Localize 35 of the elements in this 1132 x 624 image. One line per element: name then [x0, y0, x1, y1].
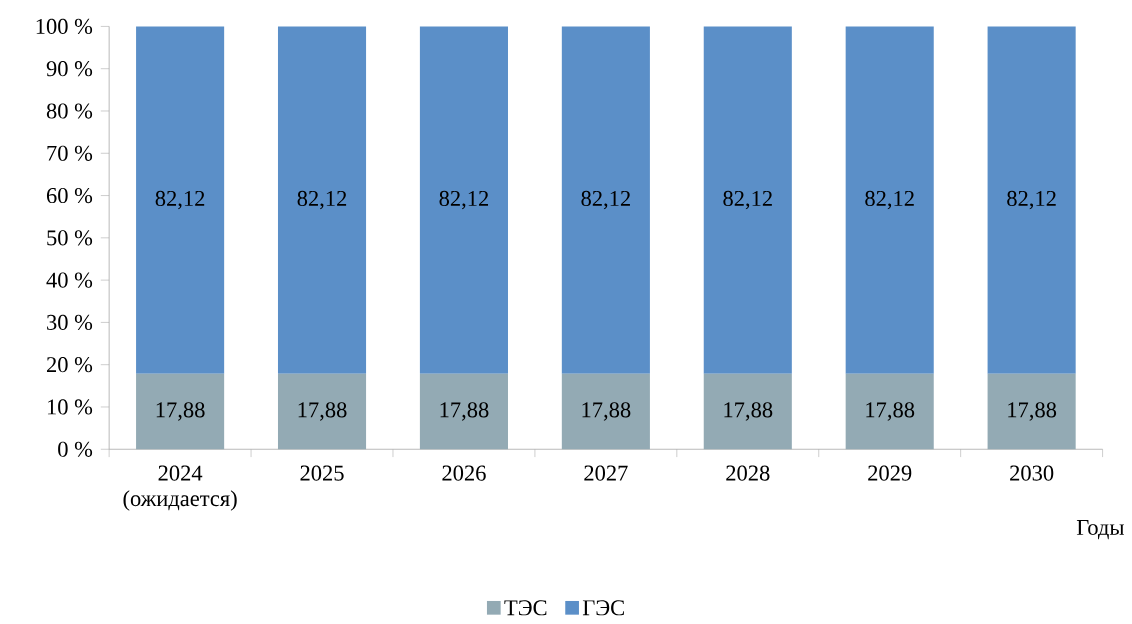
data-label: 82,12	[581, 190, 630, 210]
data-label: 82,12	[723, 190, 772, 210]
data-label: 17,88	[440, 402, 489, 421]
legend-label: ТЭС	[504, 600, 547, 616]
data-label: 17,88	[298, 402, 347, 421]
x-tick-label: 2027	[584, 465, 628, 481]
y-tick-label: 80 %	[46, 103, 93, 119]
y-tick-label: 100 %	[36, 18, 93, 34]
y-tick-label: 60 %	[46, 187, 93, 203]
data-label: 17,88	[156, 402, 205, 421]
data-label: 82,12	[865, 190, 914, 210]
x-axis-title: Годы	[1076, 519, 1124, 539]
data-label: 82,12	[155, 190, 205, 210]
x-tick-label: 2026	[442, 465, 486, 481]
data-label: 82,12	[439, 190, 489, 210]
y-tick-label: 30 %	[47, 314, 93, 330]
y-tick-label: 40 %	[46, 272, 93, 288]
data-label: 82,12	[297, 190, 347, 210]
data-label: 17,88	[582, 402, 631, 421]
data-label: 17,88	[1008, 402, 1057, 421]
data-label: 17,88	[866, 402, 915, 421]
y-tick-label: 20 %	[46, 356, 93, 373]
y-tick-label: 70 %	[47, 145, 93, 161]
x-tick-label: 2024 (ожидается)	[123, 465, 237, 511]
x-tick-label: 2029	[868, 465, 912, 481]
y-tick-label: 10 %	[47, 399, 93, 415]
x-tick-label: 2030	[1010, 465, 1054, 481]
legend-label: ГЭС	[582, 600, 624, 616]
data-label: 82,12	[1007, 190, 1056, 210]
x-tick-label: 2028	[726, 465, 770, 481]
y-tick-label: 90 %	[46, 60, 93, 77]
y-tick-label: 0 %	[58, 441, 93, 457]
x-tick-label: 2025	[300, 465, 344, 481]
data-label: 17,88	[724, 402, 773, 421]
y-tick-label: 50 %	[47, 230, 93, 246]
